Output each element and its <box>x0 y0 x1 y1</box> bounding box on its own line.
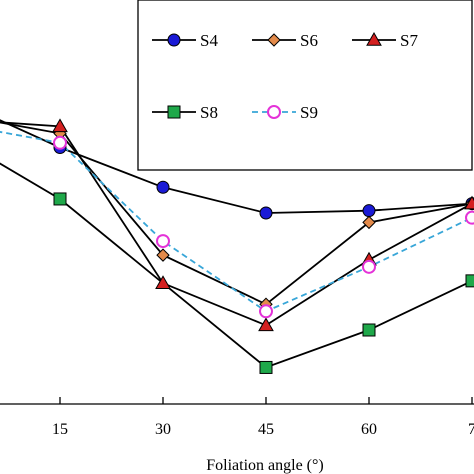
x-tick-label-60: 60 <box>361 421 377 438</box>
point-s4-45 <box>259 206 273 220</box>
legend-label-s8: S8 <box>200 103 218 122</box>
legend-box <box>137 0 473 171</box>
legend-label-s7: S7 <box>400 31 418 50</box>
x-tick-label-15: 15 <box>52 421 68 438</box>
axes: 15 30 45 60 7 <box>0 397 474 438</box>
point-s8-60 <box>362 323 376 337</box>
point-s9-45 <box>259 304 273 319</box>
legend-label-s4: S4 <box>200 31 218 50</box>
x-tick-label-30: 30 <box>155 421 171 438</box>
legend-marker-s4 <box>167 33 181 47</box>
series-line-s8 <box>0 162 473 369</box>
point-s7-30 <box>155 275 171 289</box>
point-s4-60 <box>362 204 376 218</box>
point-s9-60 <box>362 259 376 274</box>
legend-marker-s6 <box>267 33 281 47</box>
point-s9-30 <box>156 234 170 249</box>
x-tick-label-45: 45 <box>258 421 274 438</box>
point-s7-15 <box>52 118 68 133</box>
legend-marker-s8 <box>167 105 181 119</box>
series-lines <box>0 119 473 369</box>
point-s6-60 <box>362 215 376 230</box>
point-s9-15 <box>53 135 67 150</box>
legend-marker-s9 <box>267 105 281 119</box>
series-line-s9 <box>0 130 473 313</box>
legend-label-s6: S6 <box>300 31 318 50</box>
legend: S4 S6 S7 S8 S9 <box>137 0 473 171</box>
point-s7-45 <box>258 317 274 332</box>
series-line-s7 <box>0 121 473 327</box>
point-s8-75 <box>465 274 474 288</box>
point-s8-15 <box>53 192 67 206</box>
series-line-s6 <box>0 121 473 306</box>
point-s7-75 <box>464 195 474 210</box>
series-markers <box>52 118 474 374</box>
series-line-s4 <box>0 119 473 214</box>
point-s4-30 <box>156 180 170 194</box>
x-tick-label-7: 7 <box>468 421 474 438</box>
point-s8-45 <box>259 360 273 374</box>
legend-marker-s7 <box>366 31 382 46</box>
point-s9-75 <box>465 210 474 225</box>
x-axis-title: Foliation angle (°) <box>206 457 323 474</box>
point-s6-30 <box>156 248 170 262</box>
legend-label-s9: S9 <box>300 103 318 122</box>
